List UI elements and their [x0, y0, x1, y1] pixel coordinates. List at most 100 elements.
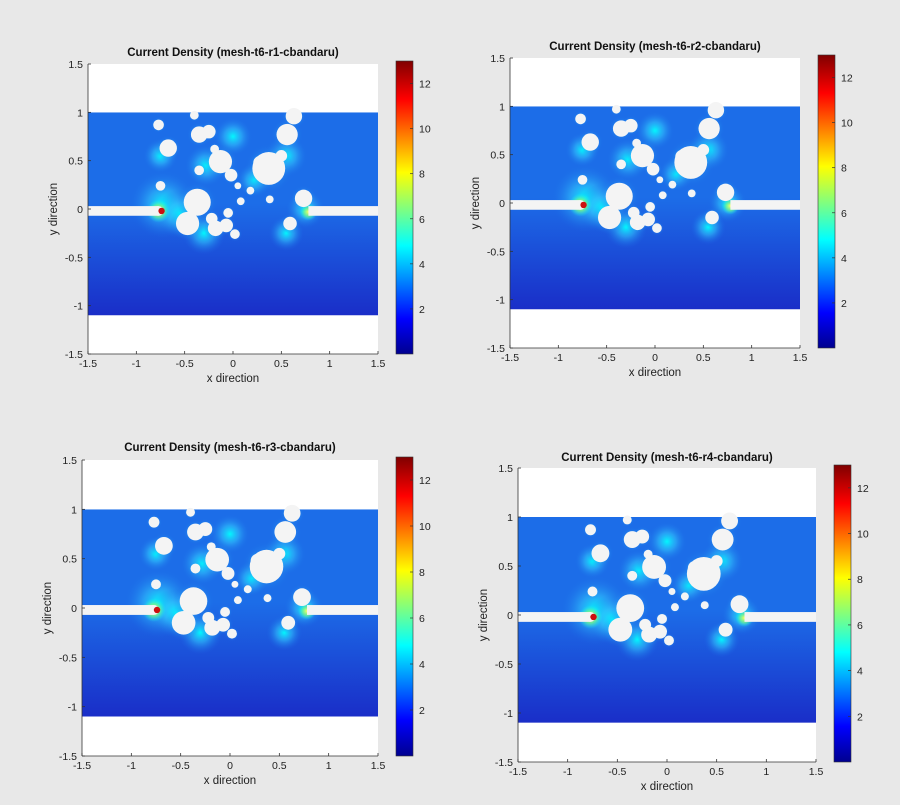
hole	[281, 615, 296, 630]
y-tick-label: -1.5	[65, 349, 83, 361]
x-tick-label: -1	[127, 760, 136, 772]
hole	[171, 610, 196, 635]
x-tick-label: 0	[227, 760, 233, 772]
hole	[707, 101, 725, 119]
y-tick-label: -0.5	[65, 252, 83, 264]
hole	[227, 628, 237, 639]
hole	[668, 588, 676, 595]
hole	[263, 594, 272, 603]
x-tick-label: -1.5	[501, 352, 519, 364]
x-tick-label: 1.5	[371, 760, 386, 772]
colorbar	[395, 456, 414, 757]
hole	[189, 110, 199, 120]
x-tick-label: -0.5	[598, 352, 616, 364]
hole	[233, 596, 242, 605]
y-tick-label: -1	[74, 301, 83, 313]
hole	[275, 150, 288, 162]
hole	[611, 104, 621, 114]
crack-tip-peak	[158, 207, 165, 215]
hole	[273, 547, 286, 560]
colorbar-tick-label: 6	[419, 613, 425, 625]
hole	[283, 504, 301, 522]
y-tick-label: 1	[499, 101, 505, 113]
hole	[616, 594, 645, 623]
hole	[664, 635, 674, 646]
colorbar-tick-label: 8	[841, 163, 847, 175]
hole	[687, 189, 696, 198]
hole	[622, 515, 632, 525]
hole	[675, 149, 689, 164]
colorbar-tick-label: 4	[419, 659, 425, 671]
panel-1: -1.5 -1 -0.5 0 0.5 1 1.5 1.5 1 0.5 0 -0.5 -1 -1.5 Curr…	[48, 47, 431, 385]
hole	[265, 195, 274, 204]
y-tick-label: 1.5	[68, 59, 83, 71]
right-slit	[308, 206, 378, 216]
hole	[697, 144, 710, 156]
colorbar-tick-label: 12	[857, 483, 869, 495]
y-tick-label: 1.5	[62, 455, 77, 467]
y-tick-label: 1	[71, 504, 77, 516]
x-tick-label: -1	[132, 358, 141, 370]
y-tick-label: 1.5	[498, 463, 513, 475]
x-axis-label: x direction	[207, 373, 259, 385]
hole	[293, 588, 311, 607]
colorbar	[395, 60, 414, 355]
hole	[641, 626, 658, 643]
hole	[591, 544, 610, 563]
hole	[207, 220, 224, 237]
hole	[652, 223, 662, 233]
hole	[220, 607, 230, 617]
x-tick-label: 1	[749, 352, 755, 364]
x-tick-label: 0.5	[709, 766, 724, 778]
hole	[616, 159, 627, 170]
hole	[186, 507, 195, 517]
hole	[153, 119, 164, 131]
hole	[585, 524, 596, 536]
hole	[721, 512, 739, 530]
hole	[253, 155, 267, 170]
left-slit	[82, 605, 155, 615]
hole	[641, 212, 655, 227]
hole	[276, 123, 298, 146]
y-tick-label: 0.5	[490, 150, 505, 162]
x-tick-label: -1.5	[509, 766, 527, 778]
x-axis-label: x direction	[204, 775, 256, 787]
y-axis-label: y direction	[470, 177, 482, 229]
hole	[236, 197, 245, 206]
crack-tip-peak	[590, 613, 597, 621]
colorbar-tick-label: 10	[419, 124, 431, 136]
colorbar-tick-label: 2	[419, 304, 425, 316]
x-tick-label: 1	[763, 766, 769, 778]
panel-4: -1.5 -1 -0.5 0 0.5 1 1.5 1.5 1 0.5 0 -0.5 -1 -1.5 Curr…	[478, 452, 869, 793]
hole	[194, 165, 205, 176]
hole	[285, 107, 303, 125]
hole	[657, 613, 667, 624]
left-slit	[510, 200, 581, 210]
hole	[198, 522, 213, 536]
y-tick-label: -1	[68, 702, 77, 714]
x-tick-label: 1	[327, 358, 333, 370]
hole	[221, 567, 235, 580]
hole	[190, 563, 201, 574]
y-tick-label: -0.5	[59, 652, 77, 664]
y-tick-label: 0.5	[68, 156, 83, 168]
hole	[175, 211, 200, 236]
y-tick-label: -0.5	[495, 659, 513, 671]
hole	[718, 622, 733, 637]
y-tick-label: -1.5	[487, 343, 505, 355]
y-tick-label: 1	[77, 107, 83, 119]
y-tick-label: -0.5	[487, 246, 505, 258]
hole	[710, 555, 723, 568]
x-tick-label: -0.5	[172, 760, 190, 772]
hole	[575, 113, 586, 125]
y-tick-label: -1.5	[59, 751, 77, 763]
hole	[646, 162, 660, 176]
hole	[224, 168, 238, 182]
hole	[627, 570, 638, 581]
hole	[202, 124, 216, 139]
hole	[283, 216, 297, 231]
chart-title: Current Density (mesh-t6-r2-cbandaru)	[549, 41, 761, 53]
hole	[698, 117, 720, 140]
panel-2: -1.5 -1 -0.5 0 0.5 1 1.5 1.5 1 0.5 0 -0.5 -1 -1.5 Curr…	[470, 41, 853, 379]
